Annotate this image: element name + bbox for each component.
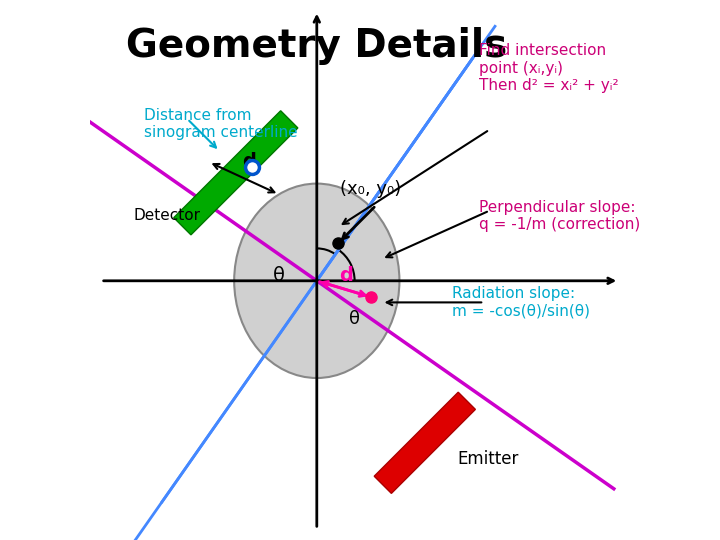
Text: Radiation slope:
m = -cos(θ)/sin(θ): Radiation slope: m = -cos(θ)/sin(θ) [452, 286, 590, 319]
Text: d: d [340, 266, 354, 285]
Text: Perpendicular slope:
q = -1/m (correction): Perpendicular slope: q = -1/m (correctio… [479, 200, 640, 232]
Polygon shape [174, 111, 298, 235]
Text: (x₀, y₀): (x₀, y₀) [340, 180, 402, 198]
Text: θ: θ [349, 309, 360, 328]
Text: Geometry Details: Geometry Details [126, 27, 508, 65]
Text: Detector: Detector [133, 208, 200, 224]
Text: d: d [243, 152, 256, 172]
Ellipse shape [234, 184, 400, 378]
Polygon shape [374, 392, 475, 494]
Text: Find intersection
point (xᵢ,yᵢ)
Then d² = xᵢ² + yᵢ²: Find intersection point (xᵢ,yᵢ) Then d² … [479, 43, 618, 93]
Text: θ: θ [273, 266, 285, 285]
Text: Distance from
sinogram centerline: Distance from sinogram centerline [144, 108, 297, 140]
Text: Emitter: Emitter [457, 450, 518, 468]
